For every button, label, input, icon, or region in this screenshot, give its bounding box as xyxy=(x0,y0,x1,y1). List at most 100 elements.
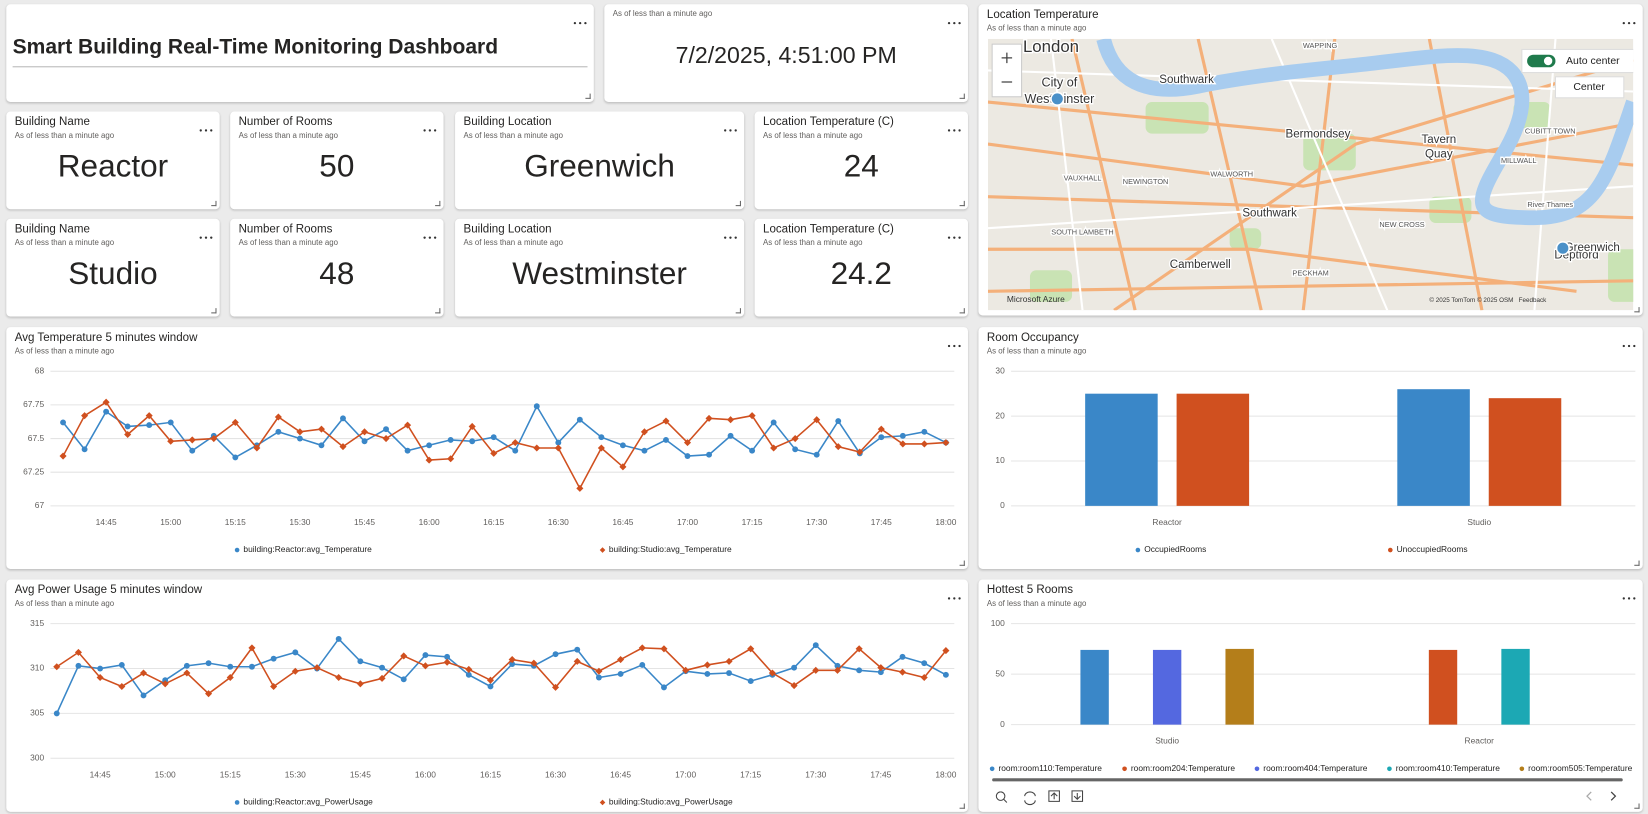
legend-label[interactable]: room:room505:Temperature xyxy=(1528,763,1632,773)
card-title: Building Name xyxy=(14,222,90,236)
zoom-in-button[interactable] xyxy=(1001,52,1013,64)
marker xyxy=(770,419,777,426)
street xyxy=(1049,38,1084,311)
x-tick-label: Studio xyxy=(1155,736,1179,746)
prev-page-button[interactable] xyxy=(1586,791,1592,801)
more-options-button[interactable] xyxy=(947,120,962,132)
tile: 0 10 20 30 Reactor Studio OccupiedRooms Unoccup… xyxy=(978,327,1643,569)
map-label: Greenwich xyxy=(1565,242,1620,254)
legend-label[interactable]: room:room110:Temperature xyxy=(998,763,1102,773)
x-tick-label: Studio xyxy=(1467,517,1491,527)
more-icon xyxy=(947,236,961,239)
map-label: MILLWALL xyxy=(1501,156,1537,165)
more-icon xyxy=(573,21,587,25)
legend-label[interactable]: building:Studio:avg_PowerUsage xyxy=(609,797,733,807)
dot xyxy=(958,21,961,25)
more-options-button[interactable] xyxy=(723,227,738,239)
bar xyxy=(1176,393,1250,506)
card-title: Building Location xyxy=(463,115,552,129)
center-label[interactable]: Center xyxy=(1573,81,1605,93)
more-options-button[interactable] xyxy=(423,227,438,239)
dot xyxy=(729,236,732,239)
map-label: CUBITT TOWN xyxy=(1525,126,1576,135)
marker xyxy=(920,440,928,448)
legend-label[interactable]: building:Reactor:avg_PowerUsage xyxy=(243,797,373,807)
more-icon xyxy=(1622,597,1636,600)
dot xyxy=(729,129,732,132)
x-tick-label: 18:00 xyxy=(935,517,956,527)
more-options-button[interactable] xyxy=(947,588,962,600)
auto-center-label: Auto center xyxy=(1566,55,1620,67)
more-options-button[interactable] xyxy=(199,227,214,239)
marker xyxy=(554,444,562,452)
x-tick-label: Reactor xyxy=(1465,736,1495,746)
marker xyxy=(552,651,559,658)
toolbar-button[interactable] xyxy=(1071,790,1084,802)
dot xyxy=(947,344,951,348)
marker xyxy=(747,645,755,653)
more-icon xyxy=(1622,21,1636,25)
marker xyxy=(447,436,454,443)
dot xyxy=(423,236,426,239)
marker xyxy=(465,665,473,673)
more-options-button[interactable] xyxy=(947,227,962,239)
marker xyxy=(226,673,234,682)
marker xyxy=(81,412,89,420)
marker xyxy=(530,659,538,667)
toolbar-button[interactable] xyxy=(995,791,1008,803)
map-label: SOUTH LAMBETH xyxy=(1051,227,1113,236)
more-options-button[interactable] xyxy=(723,120,738,132)
dot xyxy=(947,236,951,239)
legend-label[interactable]: building:Studio:avg_Temperature xyxy=(609,544,732,554)
legend-label[interactable]: room:room404:Temperature xyxy=(1263,763,1367,773)
marker xyxy=(1254,766,1260,772)
more-options-button[interactable] xyxy=(1622,588,1637,600)
card-subtitle: As of less than a minute ago xyxy=(238,237,339,248)
legend-label[interactable]: OccupiedRooms xyxy=(1144,544,1206,554)
legend-label[interactable]: room:room410:Temperature xyxy=(1396,763,1500,773)
map-feedback[interactable]: Feedback xyxy=(1519,297,1547,304)
marker xyxy=(404,447,411,454)
more-options-button[interactable] xyxy=(947,335,962,348)
legend-label[interactable]: building:Reactor:avg_Temperature xyxy=(243,544,372,554)
toolbar-button[interactable] xyxy=(1048,790,1060,802)
zoom-control xyxy=(991,43,1023,98)
map-label: WAPPING xyxy=(1303,41,1338,50)
marker xyxy=(638,644,646,652)
marker xyxy=(465,671,472,678)
legend-label[interactable]: UnoccupiedRooms xyxy=(1397,544,1468,554)
more-options-button[interactable] xyxy=(947,13,962,25)
marker xyxy=(682,666,690,674)
toggle-knob xyxy=(1543,56,1553,66)
more-options-button[interactable] xyxy=(573,13,588,25)
center-button[interactable] xyxy=(1554,76,1625,99)
marker xyxy=(877,425,885,433)
marker xyxy=(833,666,841,674)
marker xyxy=(379,664,385,671)
more-options-button[interactable] xyxy=(199,120,214,132)
tile-title: Location Temperature xyxy=(986,8,1099,22)
card-subtitle: As of less than a minute ago xyxy=(763,237,863,248)
x-tick-label: 17:45 xyxy=(871,517,892,527)
x-tick-label: 18:00 xyxy=(935,769,956,779)
road xyxy=(1301,38,1337,311)
road xyxy=(987,121,1634,188)
legend-label[interactable]: room:room204:Temperature xyxy=(1131,763,1235,773)
dot xyxy=(953,21,956,25)
marker xyxy=(75,662,82,669)
marker xyxy=(920,673,928,682)
marker xyxy=(619,442,626,449)
dot xyxy=(1622,21,1625,25)
more-options-button[interactable] xyxy=(1622,13,1637,25)
chart-subtitle: As of less than a minute ago xyxy=(14,598,115,608)
map-label: Tavern xyxy=(1421,134,1456,146)
y-tick-label: 300 xyxy=(30,752,44,762)
tile: Location Temperature (C) As of less than … xyxy=(754,111,968,210)
more-options-button[interactable] xyxy=(1622,335,1637,348)
chart-title: Hottest 5 Rooms xyxy=(986,583,1073,597)
more-options-button[interactable] xyxy=(423,120,438,132)
legend-scrollbar[interactable] xyxy=(992,778,1623,782)
next-page-button[interactable] xyxy=(1610,791,1617,801)
toolbar-button[interactable] xyxy=(1024,791,1036,806)
dot xyxy=(958,344,961,348)
